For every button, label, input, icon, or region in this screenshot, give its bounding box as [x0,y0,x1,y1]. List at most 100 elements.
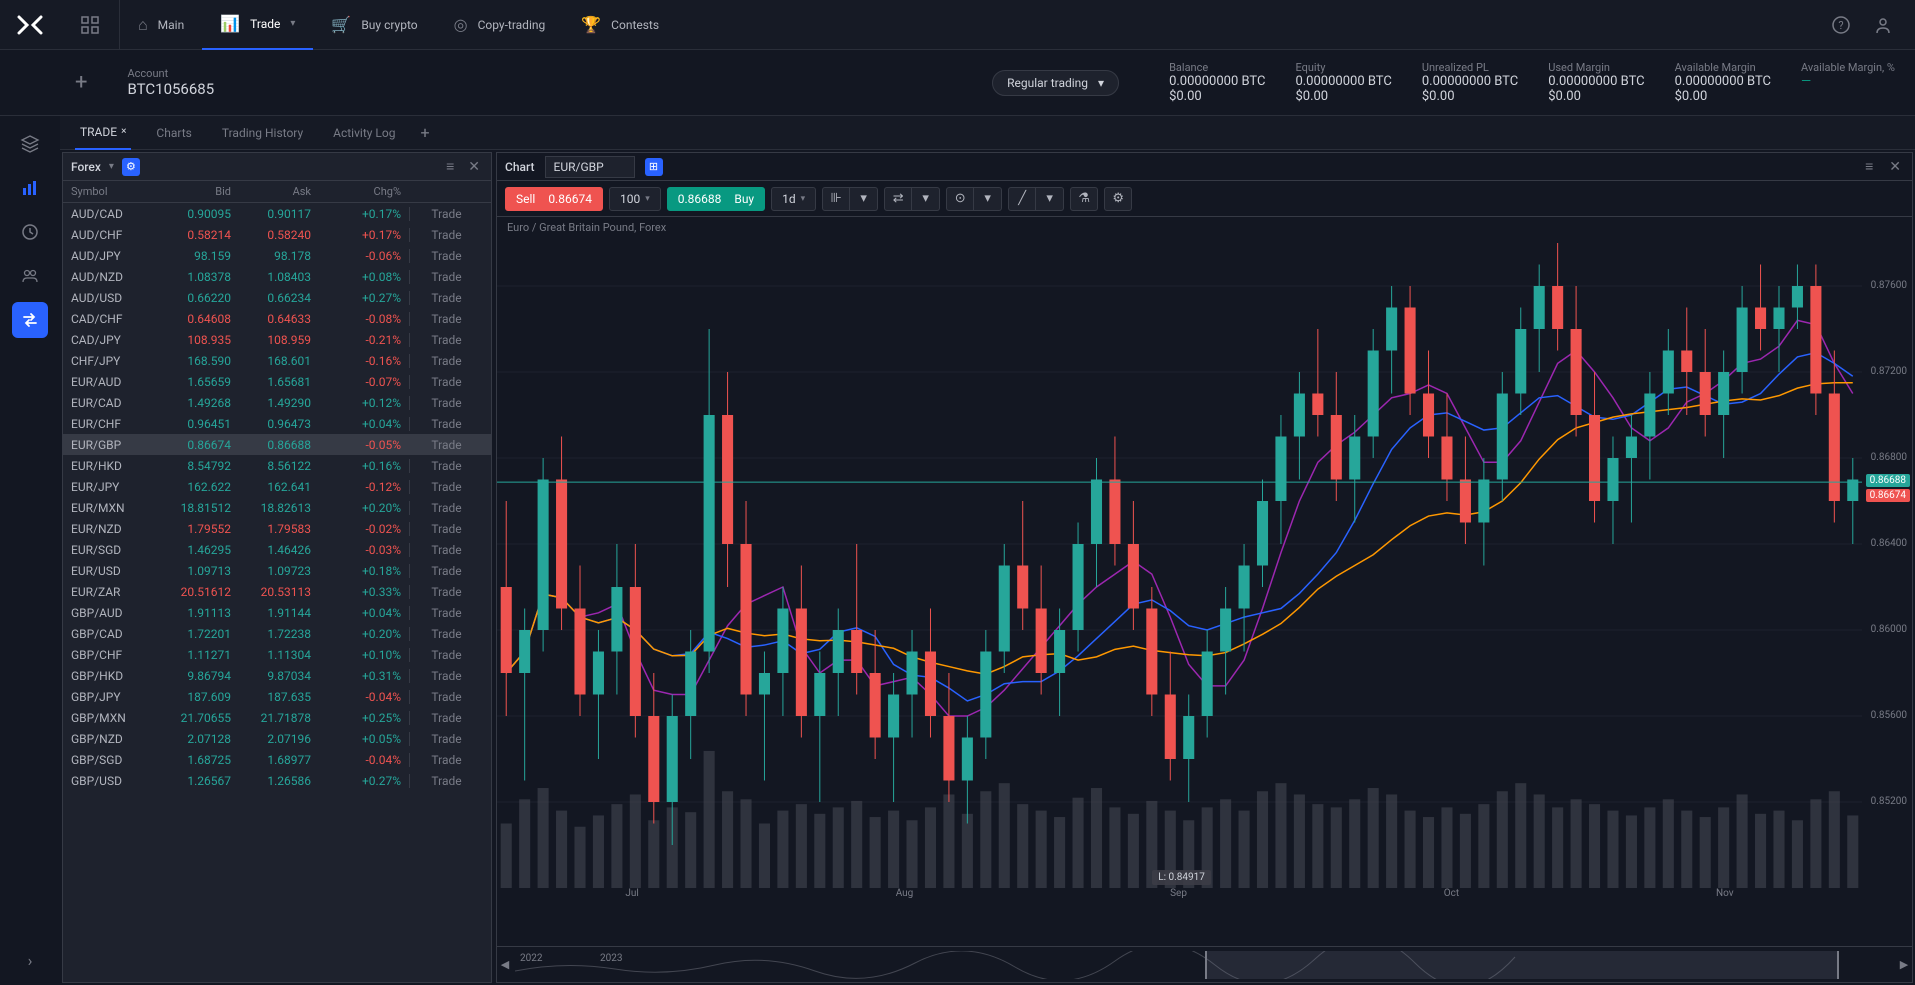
chart-type-icon[interactable]: ⊪ [822,187,850,211]
sidebar-expand-icon[interactable]: › [28,936,33,985]
chart-layout-button[interactable]: ⊞ [645,158,663,176]
flask-icon[interactable]: ⚗ [1070,187,1098,211]
close-icon[interactable]: ✕ [1886,159,1904,175]
sidebar-history-icon[interactable] [12,214,48,250]
apps-grid-icon[interactable] [60,0,120,50]
chevron-down-icon[interactable]: ▾ [974,187,1002,211]
watchlist-row[interactable]: GBP/AUD1.911131.91144+0.04%Trade [63,602,491,623]
watchlist-row[interactable]: EUR/NZD1.795521.79583-0.02%Trade [63,518,491,539]
timeframe-select[interactable]: 1d▾ [771,187,816,211]
trade-button[interactable]: Trade [409,585,483,599]
trade-button[interactable]: Trade [409,711,483,725]
watchlist-body[interactable]: AUD/CAD0.900950.90117+0.17%TradeAUD/CHF0… [63,203,491,982]
watchlist-row[interactable]: EUR/HKD8.547928.56122+0.16%Trade [63,455,491,476]
watchlist-row[interactable]: AUD/USD0.662200.66234+0.27%Trade [63,287,491,308]
nav-contests[interactable]: 🏆Contests [563,0,677,50]
tab-trade[interactable]: TRADE× [75,116,131,150]
trade-button[interactable]: Trade [409,690,483,704]
close-icon[interactable]: ✕ [465,159,483,175]
watchlist-row[interactable]: AUD/CAD0.900950.90117+0.17%Trade [63,203,491,224]
menu-icon[interactable]: ≡ [443,158,457,175]
draw-line-icon[interactable]: ╱ [1008,187,1036,211]
trade-button[interactable]: Trade [409,627,483,641]
help-icon[interactable]: ? [1829,13,1853,37]
watchlist-row[interactable]: AUD/CHF0.582140.58240+0.17%Trade [63,224,491,245]
trade-button[interactable]: Trade [409,354,483,368]
trade-button[interactable]: Trade [409,417,483,431]
watchlist-row[interactable]: EUR/USD1.097131.09723+0.18%Trade [63,560,491,581]
chevron-down-icon[interactable]: ▾ [1036,187,1064,211]
chart-area[interactable]: 0.876000.872000.868000.864000.860000.856… [497,238,1912,946]
trade-button[interactable]: Trade [409,228,483,242]
trade-button[interactable]: Trade [409,270,483,284]
chevron-down-icon[interactable]: ▾ [109,161,114,172]
watchlist-row[interactable]: EUR/ZAR20.5161220.53113+0.33%Trade [63,581,491,602]
trade-button[interactable]: Trade [409,501,483,515]
trade-button[interactable]: Trade [409,732,483,746]
tab-trading-history[interactable]: Trading History [217,116,308,150]
account-info[interactable]: Account BTC1056685 [127,67,214,98]
watchlist-row[interactable]: EUR/MXN18.8151218.82613+0.20%Trade [63,497,491,518]
watchlist-row[interactable]: AUD/NZD1.083781.08403+0.08%Trade [63,266,491,287]
add-account-button[interactable]: + [75,70,87,95]
profile-icon[interactable] [1871,13,1895,37]
chevron-down-icon[interactable]: ▾ [850,187,878,211]
close-icon[interactable]: × [121,126,126,137]
trade-button[interactable]: Trade [409,207,483,221]
chevron-down-icon[interactable]: ▾ [912,187,940,211]
watchlist-title[interactable]: Forex [71,160,101,174]
watchlist-row[interactable]: GBP/NZD2.071282.07196+0.05%Trade [63,728,491,749]
trade-button[interactable]: Trade [409,669,483,683]
nav-buy-crypto[interactable]: 🛒Buy crypto [313,0,435,50]
nav-right-icon[interactable]: ▶ [1896,958,1912,971]
watchlist-row[interactable]: EUR/GBP0.866740.86688-0.05%Trade [63,434,491,455]
watchlist-row[interactable]: GBP/CAD1.722011.72238+0.20%Trade [63,623,491,644]
trade-button[interactable]: Trade [409,774,483,788]
watchlist-row[interactable]: EUR/JPY162.622162.641-0.12%Trade [63,476,491,497]
chart-symbol-input[interactable]: EUR/GBP [545,156,635,178]
trade-button[interactable]: Trade [409,480,483,494]
watchlist-row[interactable]: CAD/CHF0.646080.64633-0.08%Trade [63,308,491,329]
nav-trade[interactable]: 📊Trade▾ [202,0,313,50]
sell-button[interactable]: Sell 0.86674 [505,187,603,211]
add-tab-button[interactable]: + [420,123,429,142]
crosshair-icon[interactable]: ⊙ [946,187,974,211]
nav-left-icon[interactable]: ◀ [497,958,513,971]
trade-button[interactable]: Trade [409,648,483,662]
sidebar-community-icon[interactable] [12,258,48,294]
menu-icon[interactable]: ≡ [1862,158,1876,175]
trade-button[interactable]: Trade [409,606,483,620]
watchlist-row[interactable]: EUR/CHF0.964510.96473+0.04%Trade [63,413,491,434]
trade-button[interactable]: Trade [409,291,483,305]
logo[interactable] [0,0,60,50]
chart-navigator[interactable]: ◀ 20222023 ▶ [497,946,1912,982]
watchlist-row[interactable]: EUR/SGD1.462951.46426-0.03%Trade [63,539,491,560]
sidebar-chart-icon[interactable] [12,170,48,206]
trading-mode-select[interactable]: Regular trading ▾ [992,70,1119,96]
gear-icon[interactable]: ⚙ [1104,187,1132,211]
sidebar-layers-icon[interactable] [12,126,48,162]
trade-button[interactable]: Trade [409,522,483,536]
watchlist-settings-button[interactable]: ⚙ [122,158,140,176]
watchlist-row[interactable]: GBP/JPY187.609187.635-0.04%Trade [63,686,491,707]
watchlist-row[interactable]: GBP/CHF1.112711.11304+0.10%Trade [63,644,491,665]
watchlist-row[interactable]: GBP/HKD9.867949.87034+0.31%Trade [63,665,491,686]
watchlist-row[interactable]: CHF/JPY168.590168.601-0.16%Trade [63,350,491,371]
trade-button[interactable]: Trade [409,312,483,326]
nav-copy-trading[interactable]: ◎Copy-trading [436,0,564,50]
trade-button[interactable]: Trade [409,543,483,557]
trade-button[interactable]: Trade [409,753,483,767]
trade-button[interactable]: Trade [409,459,483,473]
tab-activity-log[interactable]: Activity Log [328,116,400,150]
watchlist-row[interactable]: GBP/USD1.265671.26586+0.27%Trade [63,770,491,791]
watchlist-row[interactable]: EUR/AUD1.656591.65681-0.07%Trade [63,371,491,392]
sidebar-transfer-icon[interactable] [12,302,48,338]
trade-button[interactable]: Trade [409,333,483,347]
trade-button[interactable]: Trade [409,438,483,452]
watchlist-row[interactable]: CAD/JPY108.935108.959-0.21%Trade [63,329,491,350]
trade-button[interactable]: Trade [409,564,483,578]
watchlist-row[interactable]: EUR/CAD1.492681.49290+0.12%Trade [63,392,491,413]
watchlist-row[interactable]: GBP/SGD1.687251.68977-0.04%Trade [63,749,491,770]
trade-button[interactable]: Trade [409,396,483,410]
indicators-icon[interactable]: ⇄ [884,187,912,211]
